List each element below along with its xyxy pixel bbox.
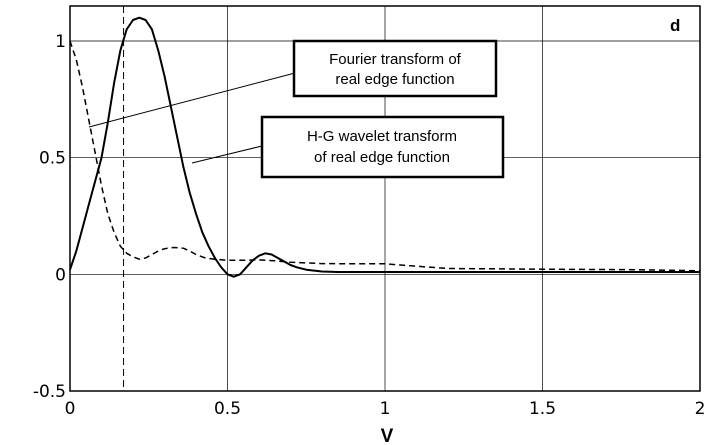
series-line-hg-wavelet-solid [69, 16, 700, 278]
panel-label: d [670, 16, 680, 35]
y-tick-label-2: 0.5 [39, 149, 66, 169]
x-tick-label-1: 0.5 [214, 399, 241, 419]
y-tick-label-0: -0.5 [33, 382, 66, 402]
annotation-hg-wavelet-line-2: of real edge function [314, 149, 450, 166]
annotation-fourier-line-2: real edge function [335, 71, 454, 88]
annotation-leader-hg-wavelet [191, 145, 263, 164]
series-line-fourier-dashed [69, 40, 701, 272]
y-tick-label-1: 0 [55, 265, 66, 285]
annotation-hg-wavelet-line-1: H-G wavelet transform [307, 128, 457, 145]
x-tick-label-3: 1.5 [529, 399, 556, 419]
series-layer [69, 16, 701, 278]
tick-labels: 0 0.5 1 1.5 2-0.500.51 [33, 32, 704, 419]
annotation-box-fourier [292, 39, 498, 98]
x-axis-label: V [381, 426, 394, 445]
y-tick-label-3: 1 [55, 32, 66, 52]
x-tick-label-2: 1 [380, 399, 391, 419]
x-tick-label-4: 2 [695, 399, 704, 419]
x-tick-label-0: 0 [65, 399, 76, 419]
plot-area-frame [69, 5, 701, 392]
annotation-box-hg-wavelet [260, 115, 505, 179]
annotation-leader-fourier [88, 72, 296, 128]
annotation-fourier-line-1: Fourier transform of [329, 51, 462, 68]
